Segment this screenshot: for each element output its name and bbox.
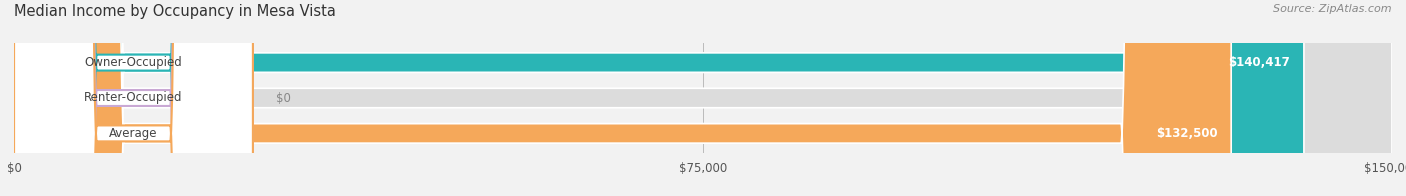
Text: $140,417: $140,417	[1229, 56, 1291, 69]
Text: Median Income by Occupancy in Mesa Vista: Median Income by Occupancy in Mesa Vista	[14, 4, 336, 19]
FancyBboxPatch shape	[14, 0, 253, 196]
FancyBboxPatch shape	[14, 0, 253, 196]
FancyBboxPatch shape	[14, 0, 1392, 196]
Text: Renter-Occupied: Renter-Occupied	[84, 92, 183, 104]
Text: Owner-Occupied: Owner-Occupied	[84, 56, 183, 69]
FancyBboxPatch shape	[14, 0, 253, 196]
Text: $0: $0	[276, 92, 291, 104]
Text: $132,500: $132,500	[1156, 127, 1218, 140]
Text: Source: ZipAtlas.com: Source: ZipAtlas.com	[1274, 4, 1392, 14]
FancyBboxPatch shape	[14, 0, 1303, 196]
FancyBboxPatch shape	[14, 0, 1232, 196]
FancyBboxPatch shape	[14, 0, 1392, 196]
FancyBboxPatch shape	[14, 0, 1392, 196]
Text: Average: Average	[110, 127, 157, 140]
